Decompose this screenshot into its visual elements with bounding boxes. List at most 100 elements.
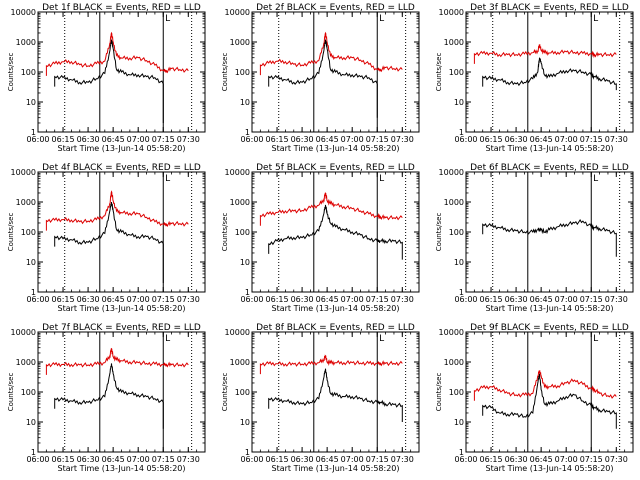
x-tick-label: 06:00 [26,455,49,464]
y-tick-label: 100 [449,228,464,237]
x-tick-label: 07:15 [152,295,175,304]
x-tick-label: 07:15 [366,135,389,144]
panel-title: Det 8f BLACK = Events, RED = LLD [256,323,415,333]
x-axis-label: Start Time (13-Jun-14 05:58:20) [58,144,186,153]
x-axis-label: Start Time (13-Jun-14 05:58:20) [58,304,186,313]
x-tick-label: 06:00 [454,455,477,464]
y-axis-label: Counts/sec [7,373,15,412]
y-tick-label: 1000 [444,38,464,47]
x-tick-label: 07:15 [152,135,175,144]
x-tick-label: 07:00 [127,295,150,304]
y-tick-label: 10 [454,98,464,107]
x-tick-label: 07:30 [605,135,628,144]
x-axis-label: Start Time (13-Jun-14 05:58:20) [58,464,186,473]
panel-det-9: Det 9f BLACK = Events, RED = LLD 1 10 100 10… [435,323,634,473]
y-axis-label: Counts/sec [221,53,229,92]
x-tick-label: 07:15 [580,455,603,464]
y-tick-label: 10000 [11,8,36,17]
marker-letter: L [379,14,384,24]
x-axis-label: Start Time (13-Jun-14 05:58:20) [486,464,614,473]
y-tick-label: 100 [21,228,36,237]
x-tick-label: 06:15 [266,135,289,144]
events-series-line [482,219,617,257]
x-tick-label: 06:00 [26,135,49,144]
marker-letter: L [379,174,384,184]
panel-title: Det 6f BLACK = Events, RED = LLD [470,163,629,173]
x-tick-label: 07:30 [177,135,200,144]
y-tick-label: 100 [235,388,250,397]
x-tick-label: 06:15 [480,135,503,144]
lld-series-line [473,370,617,401]
x-tick-label: 07:30 [605,295,628,304]
x-tick-label: 06:45 [316,455,339,464]
y-tick-label: 10000 [11,168,36,177]
x-tick-label: 07:00 [555,135,578,144]
x-axis-label: Start Time (13-Jun-14 05:58:20) [486,304,614,313]
panel-title: Det 7f BLACK = Events, RED = LLD [42,323,201,333]
panel-title: Det 4f BLACK = Events, RED = LLD [42,163,201,173]
lld-series-line [45,31,189,76]
x-tick-label: 06:45 [102,295,125,304]
panel-title: Det 2f BLACK = Events, RED = LLD [256,3,415,13]
x-tick-label: 06:30 [291,135,314,144]
y-tick-label: 100 [21,388,36,397]
x-tick-label: 06:30 [505,295,528,304]
x-tick-label: 06:45 [102,455,125,464]
y-tick-label: 1 [459,128,464,137]
y-tick-label: 1000 [16,358,36,367]
y-tick-label: 100 [449,68,464,77]
panel-det-2: Det 2f BLACK = Events, RED = LLD 1 10 100 10… [221,3,420,153]
x-tick-label: 06:15 [52,135,75,144]
x-axis-label: Start Time (13-Jun-14 05:58:20) [272,464,400,473]
y-tick-label: 1000 [230,358,250,367]
y-axis-label: Counts/sec [7,53,15,92]
panel-title: Det 9f BLACK = Events, RED = LLD [470,323,629,333]
marker-letter: L [165,174,170,184]
y-axis-label: Counts/sec [221,373,229,412]
x-tick-label: 06:15 [266,455,289,464]
y-tick-label: 100 [235,228,250,237]
x-tick-label: 07:30 [391,455,414,464]
y-tick-label: 1000 [444,198,464,207]
marker-letter: L [593,174,598,184]
plot-frame [251,331,420,453]
plot-frame [465,171,634,293]
marker-letter: L [165,14,170,24]
y-tick-label: 1 [245,288,250,297]
x-tick-label: 06:30 [291,455,314,464]
panel-det-5: Det 5f BLACK = Events, RED = LLD 1 10 100 10… [221,163,420,313]
lld-series-line [259,354,403,375]
plot-frame [465,11,634,133]
y-tick-label: 100 [235,68,250,77]
y-axis-label: Counts/sec [221,213,229,252]
y-tick-label: 10000 [11,328,36,337]
y-tick-label: 10 [26,418,36,427]
x-tick-label: 06:30 [77,295,100,304]
x-tick-label: 06:00 [454,135,477,144]
x-tick-label: 06:00 [240,455,263,464]
y-tick-label: 1 [31,448,36,457]
x-tick-label: 06:30 [77,135,100,144]
y-tick-label: 10000 [439,8,464,17]
x-tick-label: 07:15 [366,295,389,304]
plot-frame [251,171,420,293]
x-tick-label: 06:30 [77,455,100,464]
x-axis-label: Start Time (13-Jun-14 05:58:20) [272,144,400,153]
x-axis-label: Start Time (13-Jun-14 05:58:20) [272,304,400,313]
x-tick-label: 06:15 [52,295,75,304]
x-tick-label: 06:00 [26,295,49,304]
x-tick-label: 06:00 [454,295,477,304]
x-tick-label: 06:15 [52,455,75,464]
panel-det-8: Det 8f BLACK = Events, RED = LLD 1 10 100 10… [221,323,420,473]
y-axis-label: Counts/sec [435,373,443,412]
marker-letter: L [593,14,598,24]
x-tick-label: 07:15 [580,135,603,144]
y-axis-label: Counts/sec [7,213,15,252]
y-tick-label: 1000 [444,358,464,367]
x-tick-label: 07:30 [177,295,200,304]
x-tick-label: 06:45 [530,455,553,464]
x-tick-label: 07:30 [391,295,414,304]
y-tick-label: 10 [26,98,36,107]
y-tick-label: 10000 [439,168,464,177]
